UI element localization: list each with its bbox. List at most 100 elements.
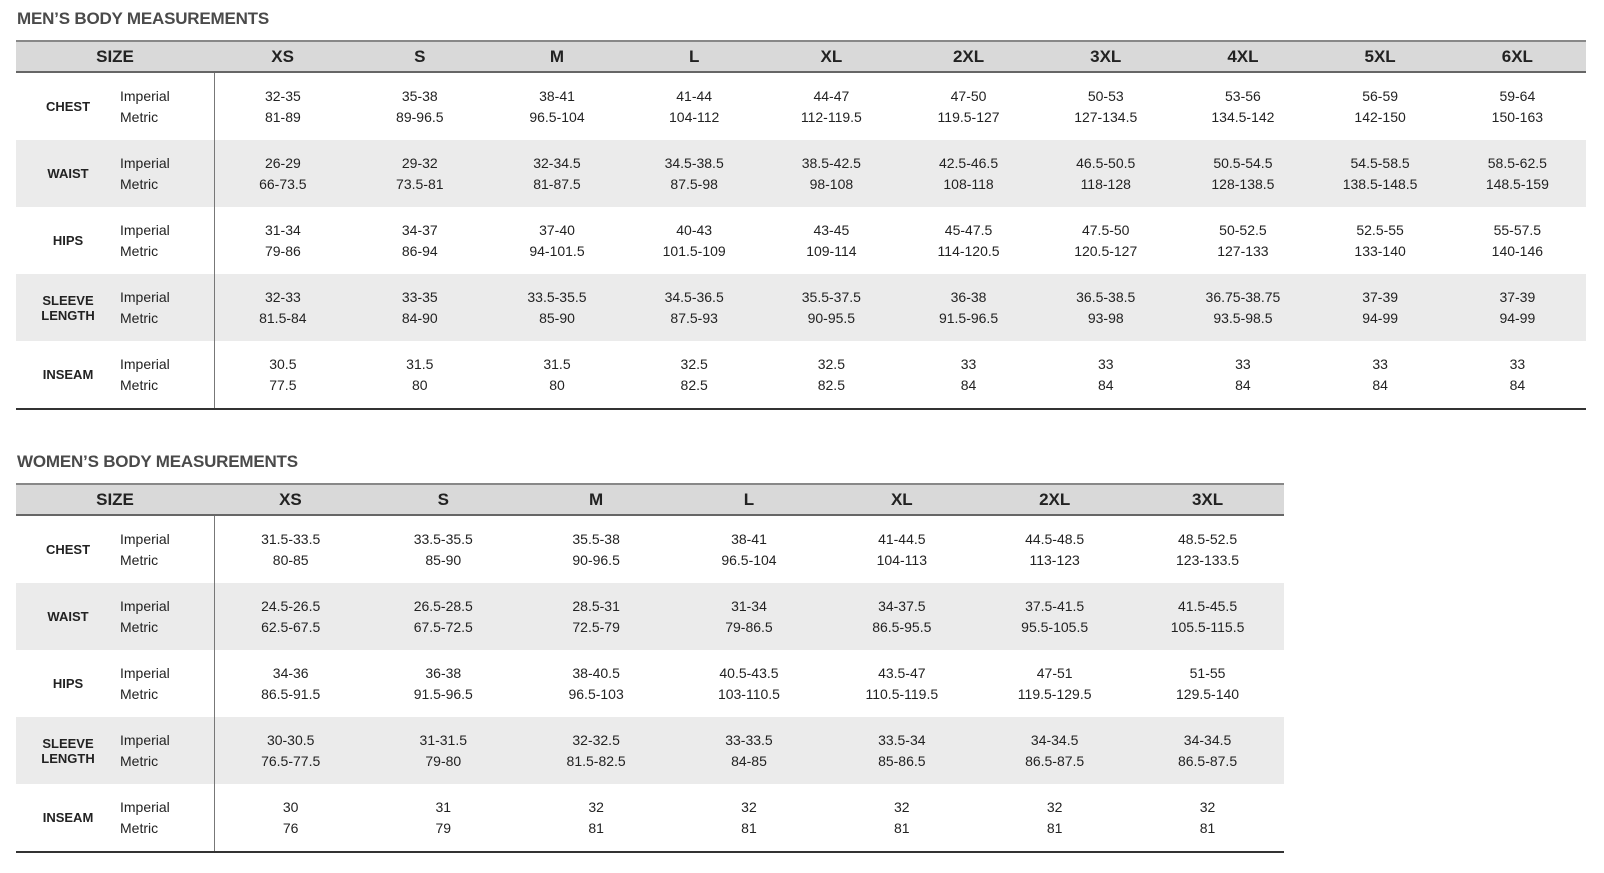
imperial-value: 54.5-58.5 — [1350, 154, 1410, 171]
measurement-label: SLEEVE LENGTH — [41, 735, 95, 766]
measurement-cell: 38-40.5 96.5-103 — [520, 650, 673, 717]
size-column-header: XL — [825, 483, 979, 516]
imperial-value: 31 — [435, 798, 452, 815]
metric-value: 84 — [1372, 376, 1388, 393]
metric-value: 67.5-72.5 — [413, 618, 473, 635]
measurement-cell: 50.5-54.5 128-138.5 — [1174, 140, 1312, 207]
metric-value: 114-120.5 — [937, 242, 1000, 259]
measurement-name: WAIST — [16, 140, 120, 207]
imperial-value: 36.5-38.5 — [1076, 288, 1136, 305]
imperial-label: Imperial — [120, 597, 170, 614]
measurement-cell: 37-39 94-99 — [1311, 274, 1449, 341]
measurement-cell: 32-32.5 81.5-82.5 — [519, 717, 673, 784]
metric-value: 86.5-95.5 — [872, 618, 932, 635]
measurement-cell: 24.5-26.5 62.5-67.5 — [214, 583, 367, 650]
measurement-cell: 44-47 112-119.5 — [763, 72, 900, 140]
measurement-cell: 32 81 — [1131, 784, 1284, 853]
measurement-name: WAIST — [16, 583, 120, 650]
measurement-cell: 40-43 101.5-109 — [626, 207, 763, 274]
measurement-cell: 32 81 — [978, 784, 1132, 853]
metric-value: 148.5-159 — [1485, 175, 1549, 192]
size-column-header: XL — [762, 40, 900, 73]
imperial-value: 35.5-37.5 — [801, 288, 861, 305]
imperial-value: 32 — [741, 798, 757, 815]
men-section-title: MEN’S BODY MEASUREMENTS — [17, 9, 270, 28]
metric-value: 91.5-96.5 — [413, 685, 473, 702]
measurement-row: CHEST Imperial Metric 31.5-33.5 80-85 33.5-35… — [16, 515, 1284, 583]
imperial-value: 32 — [588, 798, 604, 815]
measurement-cell: 43.5-47 110.5-119.5 — [825, 650, 978, 717]
imperial-value: 59-64 — [1499, 87, 1536, 104]
metric-value: 84 — [960, 376, 977, 393]
measurement-cell: 32 81 — [519, 784, 673, 853]
imperial-value: 33.5-35.5 — [527, 288, 587, 305]
metric-label: Metric — [120, 685, 159, 702]
measurement-cell: 58.5-62.5 148.5-159 — [1448, 140, 1586, 207]
metric-value: 140-146 — [1491, 242, 1544, 259]
metric-value: 85-90 — [425, 551, 462, 568]
imperial-value: 35.5-38 — [572, 530, 620, 547]
size-column-header: S — [351, 40, 489, 73]
metric-value: 127-133 — [1217, 242, 1269, 259]
measurement-row: INSEAM Imperial Metric 30.5 77.5 31.5 80 31.5 80… — [16, 341, 1586, 410]
measurement-cell: 33-33.5 84-85 — [672, 717, 826, 784]
measurement-row: WAIST Imperial Metric 26-29 66-73.5 29-32 73.5… — [16, 140, 1586, 207]
header-row: SIZE XS S M L XL 2XL 3XL 4XL 5XL 6XL — [16, 40, 1586, 73]
metric-value: 150-163 — [1491, 108, 1544, 125]
measurement-name: HIPS — [16, 650, 120, 717]
measurement-cell: 33 84 — [1448, 341, 1586, 410]
measurement-cell: 47-50 119.5-127 — [900, 72, 1037, 140]
imperial-value: 33 — [1372, 355, 1388, 372]
imperial-value: 37-39 — [1362, 288, 1399, 305]
measurement-row: HIPS Imperial Metric 34-36 86.5-91.5 36-38 91.… — [16, 650, 1284, 717]
imperial-value: 55-57.5 — [1493, 221, 1542, 238]
imperial-value: 38.5-42.5 — [801, 154, 861, 171]
measurement-row: SLEEVE LENGTH Imperial Metric 30-30.5 76.5-7… — [16, 717, 1284, 784]
metric-value: 81 — [1199, 819, 1216, 836]
metric-value: 119.5-129.5 — [1017, 685, 1092, 702]
header-row: SIZE XS S M L XL 2XL 3XL — [16, 483, 1284, 516]
imperial-value: 26-29 — [264, 154, 301, 171]
metric-value: 87.5-93 — [670, 309, 718, 326]
size-column-header: M — [488, 40, 626, 73]
measurement-cell: 34-37 86-94 — [351, 207, 488, 274]
measurement-cell: 59-64 150-163 — [1449, 72, 1586, 140]
metric-value: 105.5-115.5 — [1170, 618, 1245, 635]
imperial-value: 44-47 — [813, 87, 850, 104]
metric-value: 81.5-82.5 — [566, 752, 626, 769]
imperial-value: 38-40.5 — [572, 664, 620, 681]
measurement-cell: 34.5-36.5 87.5-93 — [625, 274, 763, 341]
metric-value: 89-96.5 — [396, 108, 444, 125]
unit-labels: Imperial Metric — [120, 72, 215, 140]
measurement-cell: 54.5-58.5 138.5-148.5 — [1311, 140, 1449, 207]
metric-value: 76.5-77.5 — [261, 752, 321, 769]
metric-value: 91.5-96.5 — [938, 309, 999, 326]
metric-value: 84 — [1509, 376, 1526, 393]
metric-value: 84 — [1097, 376, 1114, 393]
imperial-value: 32.5 — [680, 355, 708, 372]
measurement-name: SLEEVE LENGTH — [16, 717, 120, 784]
imperial-value: 33.5-35.5 — [413, 530, 473, 547]
imperial-value: 31-31.5 — [419, 731, 468, 748]
measurement-cell: 34-37.5 86.5-95.5 — [825, 583, 979, 650]
metric-value: 90-96.5 — [572, 551, 620, 568]
imperial-value: 45-47.5 — [944, 221, 993, 238]
imperial-value: 33 — [1235, 355, 1251, 372]
size-column-header: 4XL — [1174, 40, 1312, 73]
metric-value: 138.5-148.5 — [1342, 175, 1418, 192]
imperial-value: 32.5 — [817, 355, 845, 372]
measurement-cell: 33.5-35.5 85-90 — [367, 515, 520, 583]
metric-value: 134.5-142 — [1211, 108, 1275, 125]
imperial-value: 29-32 — [401, 154, 438, 171]
metric-value: 98-108 — [809, 175, 854, 192]
unit-labels: Imperial Metric — [120, 274, 215, 341]
metric-value: 133-140 — [1354, 242, 1406, 259]
imperial-value: 40.5-43.5 — [719, 664, 779, 681]
imperial-label: Imperial — [120, 154, 170, 171]
measurement-label: CHEST — [45, 99, 91, 114]
imperial-label: Imperial — [120, 731, 170, 748]
measurement-name: CHEST — [16, 515, 120, 583]
imperial-value: 32 — [1046, 798, 1063, 815]
measurement-cell: 35-38 89-96.5 — [351, 72, 488, 140]
imperial-value: 37-39 — [1499, 288, 1536, 305]
